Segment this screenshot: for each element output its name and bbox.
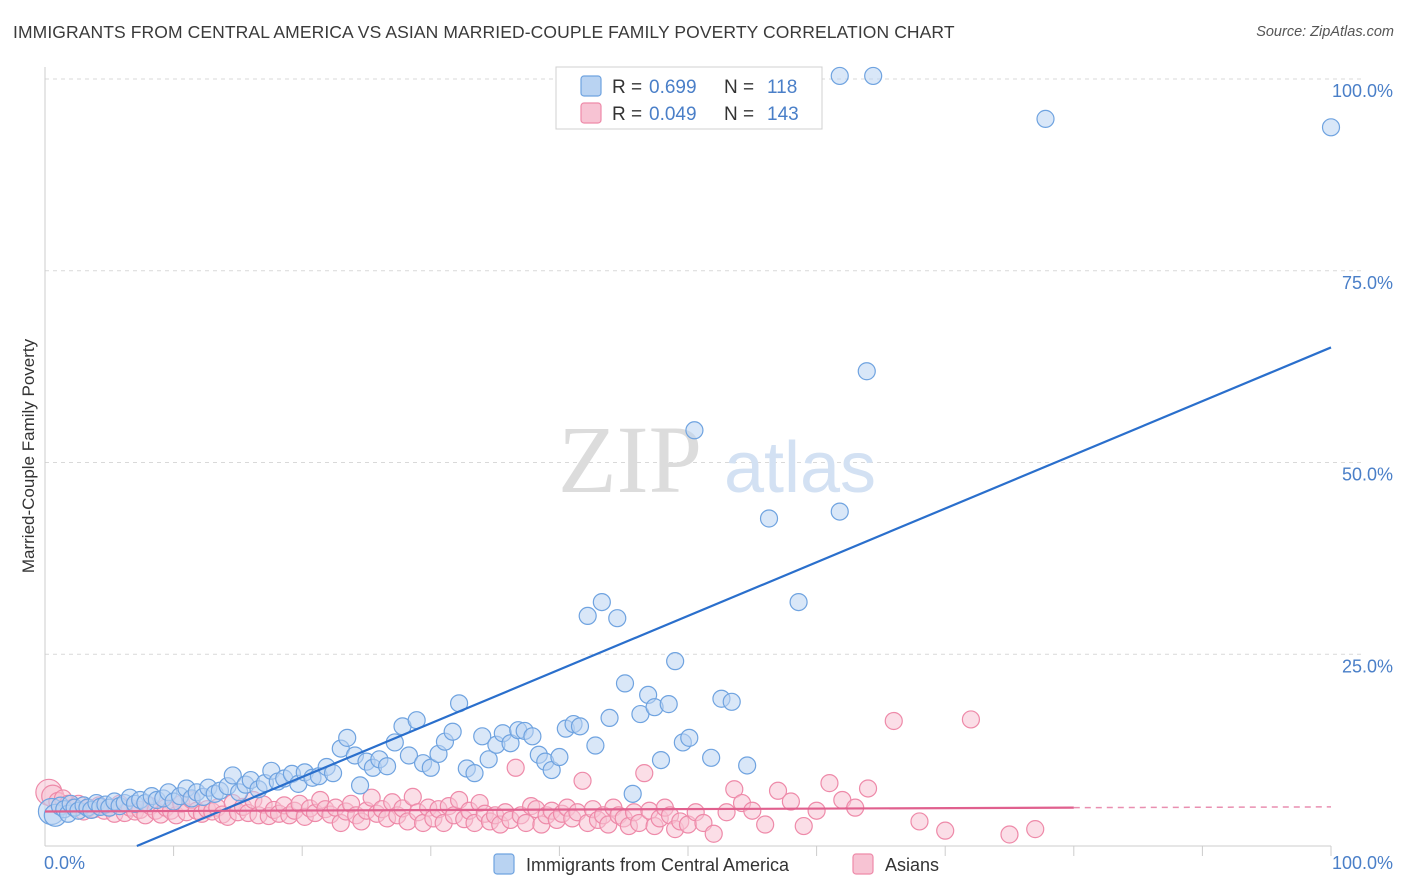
watermark-zip: ZIP [558,406,702,513]
grid [45,78,1361,655]
central-america-point [702,748,721,767]
central-america-point [592,592,611,612]
central-america-point [550,747,569,767]
asians-point [884,711,903,731]
asians-point [725,780,744,799]
y-tick-label: 50.0% [1342,465,1393,485]
central-america-point [338,728,357,747]
asians-point [704,824,723,843]
central-america-point [443,722,462,741]
central-america-point [857,362,876,381]
series-legend-label-central-america: Immigrants from Central America [526,855,790,875]
central-america-point [659,695,678,714]
series-legend: Immigrants from Central America Asians [493,853,939,875]
x-tick-label-min: 0.0% [44,853,85,873]
legend-swatch-pink [580,102,602,124]
central-america-point [722,692,741,711]
asians-point [794,816,813,836]
series-legend-label-asians: Asians [885,855,939,875]
legend-r-value-1: 0.699 [649,77,697,98]
legend-r-value-2: 0.049 [649,104,697,125]
asians-point [961,710,981,729]
asians-point [403,787,422,807]
asians-point [910,812,929,831]
central-america-point [759,509,779,528]
asians-points [35,710,1045,844]
central-america-point [473,727,492,746]
watermark-atlas: atlas [724,428,876,508]
central-america-point [600,708,619,728]
stats-legend: R = 0.699 N = 118 R = 0.049 N = 143 [555,66,823,130]
central-america-point [615,674,635,693]
central-america-point [680,728,699,747]
asians-point [506,758,525,777]
asians-point [936,821,955,840]
legend-n-value-2: 143 [767,104,799,125]
asians-point [858,779,878,798]
central-america-point [685,421,704,440]
asians-point [756,815,775,834]
asians-point [635,764,654,783]
watermark: ZIP atlas [558,406,876,513]
asians-point [573,771,592,790]
central-america-trendline [136,346,1332,848]
legend-n-label-1: N = [724,77,754,98]
central-america-point [465,764,484,783]
central-america-point [399,746,419,765]
legend-r-label-1: R = [612,77,642,98]
central-america-point [789,592,808,612]
central-america-point [523,727,542,746]
asians-point [768,781,788,800]
asians-trendline-extension [1073,806,1332,809]
legend-r-label-2: R = [612,104,642,125]
asians-point [781,792,800,811]
central-america-point [578,606,597,626]
central-america-point [586,736,605,755]
central-america-point [623,784,642,803]
source-credit: Source: ZipAtlas.com [1256,24,1394,40]
y-tick-label: 25.0% [1342,656,1393,676]
central-america-point [1321,118,1341,137]
central-america-point [223,766,242,785]
central-america-point [570,717,590,736]
y-axis-label: Married-Couple Family Poverty [19,338,38,573]
y-tick-label: 100.0% [1332,81,1393,101]
central-america-point [608,609,627,628]
central-america-point [421,758,440,777]
legend-swatch-blue [580,75,602,97]
x-tick-label-max: 100.0% [1332,853,1393,873]
legend-n-value-1: 118 [767,77,797,98]
central-america-point [350,776,370,795]
asians-point [717,803,736,822]
series-legend-swatch-pink [852,853,874,875]
series-legend-swatch-blue [493,853,515,875]
central-america-point [651,750,671,770]
chart-title: IMMIGRANTS FROM CENTRAL AMERICA VS ASIAN… [13,22,955,42]
central-america-point [830,66,849,86]
central-america-point [377,757,397,776]
central-america-point [864,66,883,86]
y-tick-label: 75.0% [1342,273,1393,293]
asians-point [820,774,839,793]
trendlines [44,346,1332,848]
axes: 25.0% 50.0% 75.0% 100.0% 0.0% 100.0% [44,67,1393,873]
asians-point [1026,820,1045,839]
central-america-point [1036,109,1055,128]
central-america-point [830,502,849,521]
central-america-point [666,652,685,671]
asians-point [743,801,762,820]
asians-point [807,801,826,820]
central-america-point [479,750,498,769]
asians-point [1000,825,1019,844]
legend-n-label-2: N = [724,104,754,125]
asians-trendline [44,806,1074,813]
central-america-point [738,756,757,775]
asians-point [362,788,381,807]
